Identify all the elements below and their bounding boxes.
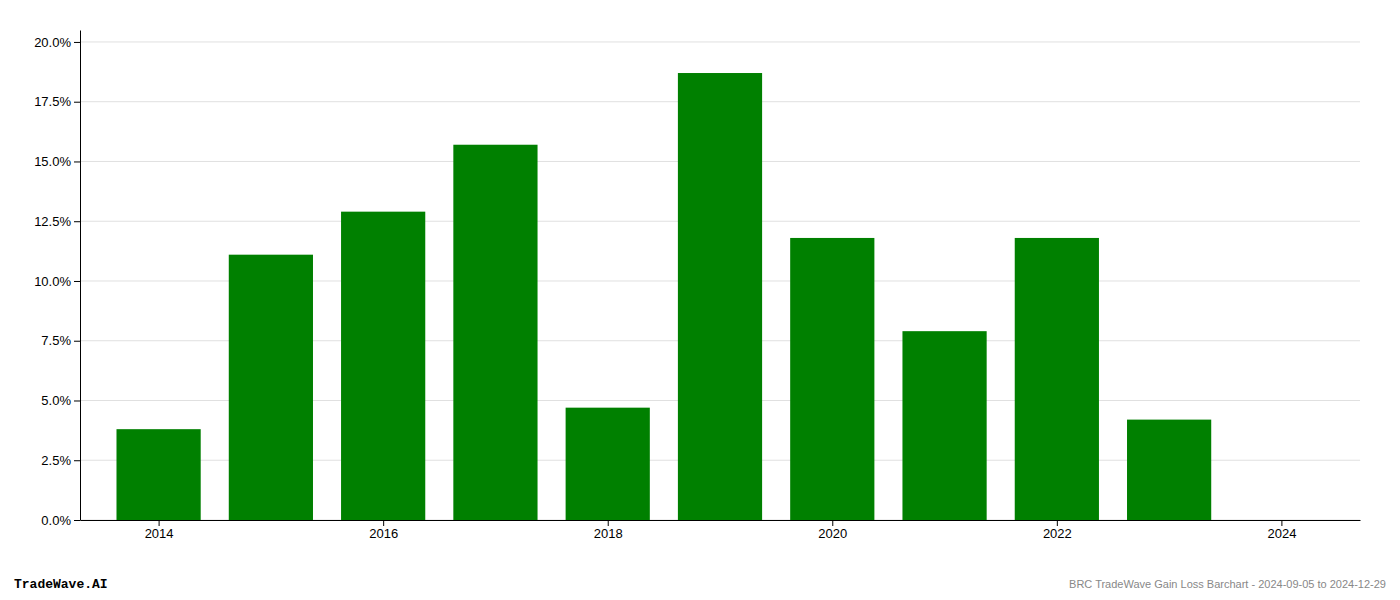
y-tick-mark [74, 400, 80, 401]
x-tick: 2020 [818, 520, 847, 541]
x-tick-label: 2014 [145, 526, 174, 541]
y-tick-label: 5.0% [41, 393, 71, 408]
y-tick: 0.0% [41, 513, 80, 528]
x-tick: 2016 [369, 520, 398, 541]
y-tick-mark [74, 161, 80, 162]
y-tick-label: 0.0% [41, 513, 71, 528]
y-tick: 20.0% [34, 35, 80, 50]
bar [902, 331, 986, 520]
y-tick: 7.5% [41, 333, 80, 348]
y-tick: 12.5% [34, 214, 80, 229]
axis-line [80, 31, 81, 521]
x-axis: 2014 2016 2018 2020 2022 2024 [81, 520, 1361, 541]
y-tick: 10.0% [34, 274, 80, 289]
x-tick: 2022 [1043, 520, 1072, 541]
grid [80, 42, 1360, 520]
plot: 2014 2016 2018 2020 2022 2024 0.0% 2.5% 5.0% 7.5%… [34, 31, 1360, 542]
y-tick: 2.5% [41, 453, 80, 468]
x-tick: 2024 [1267, 520, 1296, 541]
footer-left: TradeWave.AI [14, 577, 108, 592]
y-tick-mark [74, 460, 80, 461]
x-tick-mark [1281, 520, 1282, 526]
x-tick-label: 2022 [1043, 526, 1072, 541]
footer-right: BRC TradeWave Gain Loss Barchart - 2024-… [1069, 578, 1386, 590]
y-tick-mark [74, 102, 80, 103]
x-tick-mark [1057, 520, 1058, 526]
x-tick-mark [159, 520, 160, 526]
bar [678, 73, 762, 520]
y-tick-label: 12.5% [34, 214, 71, 229]
y-tick-label: 20.0% [34, 35, 71, 50]
y-tick-label: 17.5% [34, 94, 71, 109]
bar [116, 429, 200, 520]
y-tick-label: 15.0% [34, 154, 71, 169]
x-tick-label: 2020 [818, 526, 847, 541]
y-tick-mark [74, 341, 80, 342]
bar [1015, 238, 1099, 520]
grid-line [80, 41, 1360, 42]
chart: 2014 2016 2018 2020 2022 2024 0.0% 2.5% 5.0% 7.5%… [0, 0, 1400, 600]
y-axis: 0.0% 2.5% 5.0% 7.5% 10.0% 12.5% 15.0% 17.5% 20.0… [34, 31, 80, 528]
y-tick-label: 7.5% [41, 333, 71, 348]
x-tick-mark [383, 520, 384, 526]
y-tick-mark [74, 281, 80, 282]
bar [341, 212, 425, 520]
x-tick-label: 2018 [594, 526, 623, 541]
bars [116, 73, 1211, 520]
x-tick-label: 2016 [369, 526, 398, 541]
axis-line [81, 520, 1361, 521]
y-tick-mark [74, 42, 80, 43]
y-tick: 15.0% [34, 154, 80, 169]
bar [229, 255, 313, 520]
bar [453, 145, 537, 520]
x-tick-mark [608, 520, 609, 526]
y-tick: 5.0% [41, 393, 80, 408]
bar [790, 238, 874, 520]
bar [1127, 420, 1211, 520]
y-tick: 17.5% [34, 94, 80, 109]
y-tick-label: 10.0% [34, 274, 71, 289]
y-tick-mark [74, 221, 80, 222]
x-tick: 2014 [145, 520, 174, 541]
x-tick: 2018 [594, 520, 623, 541]
x-tick-label: 2024 [1267, 526, 1296, 541]
bar [566, 408, 650, 520]
y-tick-label: 2.5% [41, 453, 71, 468]
y-tick-mark [74, 520, 80, 521]
x-tick-mark [832, 520, 833, 526]
